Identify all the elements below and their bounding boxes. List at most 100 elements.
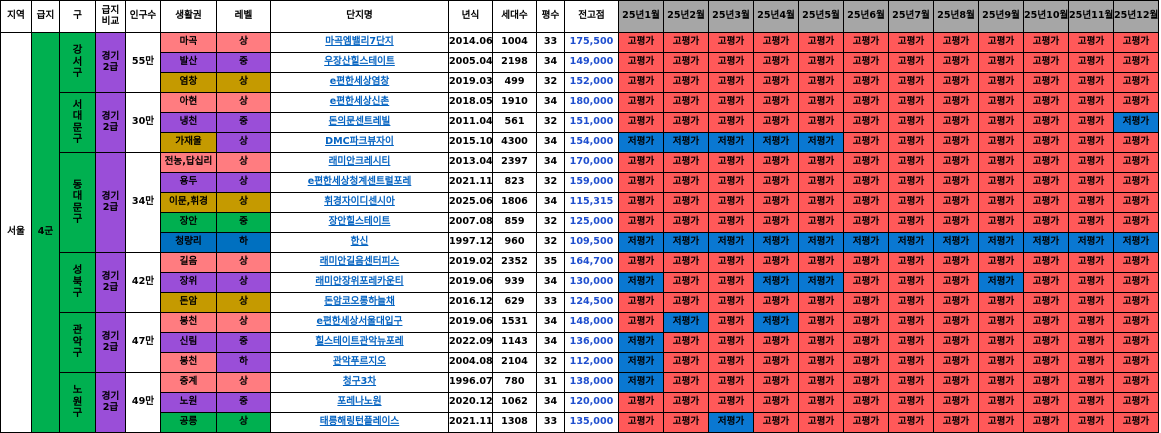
valuation-cell: 고평가 [888, 312, 934, 333]
complex-name-link[interactable]: e편한세상청계센트럴포레 [270, 172, 449, 193]
valuation-cell: 고평가 [663, 272, 709, 293]
grade-compare-cell: 경기 2급 [95, 32, 126, 93]
valuation-cell: 고평가 [798, 312, 844, 333]
built-year-cell: 2015.10 [448, 132, 493, 153]
complex-name-link[interactable]: 돈의문센트레빌 [270, 112, 449, 133]
life-zone-cell: 장안 [160, 212, 217, 233]
valuation-cell: 저평가 [798, 272, 844, 293]
valuation-cell: 저평가 [618, 232, 664, 253]
grade-compare-cell: 경기 2급 [95, 312, 126, 373]
valuation-cell: 고평가 [708, 112, 754, 133]
pyeong-cell: 34 [536, 272, 565, 293]
valuation-cell: 고평가 [843, 412, 889, 433]
table-row: 공릉 상 태릉해링턴플레이스 2021.11 1308 33 135,000 고평가 고평가 저평… [1, 412, 1159, 433]
valuation-cell: 저평가 [798, 232, 844, 253]
households-cell: 1531 [492, 312, 537, 333]
valuation-cell: 고평가 [933, 252, 979, 273]
valuation-cell: 고평가 [618, 212, 664, 233]
complex-name-link[interactable]: 포레나노원 [270, 392, 449, 413]
header-population: 인구수 [125, 0, 161, 33]
complex-name-link[interactable]: 힐스테이트관악뉴포레 [270, 332, 449, 353]
valuation-cell: 고평가 [663, 352, 709, 373]
valuation-cell: 고평가 [753, 172, 799, 193]
level-cell: 상 [216, 312, 271, 333]
pyeong-cell: 31 [536, 372, 565, 393]
valuation-cell: 고평가 [1113, 32, 1159, 53]
header-level: 레벨 [216, 0, 271, 33]
valuation-cell: 고평가 [1023, 212, 1069, 233]
households-cell: 2397 [492, 152, 537, 173]
valuation-cell: 고평가 [753, 212, 799, 233]
complex-name-link[interactable]: 태릉해링턴플레이스 [270, 412, 449, 433]
built-year-cell: 2018.05 [448, 92, 493, 113]
previous-peak-cell: 151,000 [564, 112, 619, 133]
complex-name-link[interactable]: 장안힐스테이트 [270, 212, 449, 233]
header-previous-peak: 전고점 [564, 0, 619, 33]
life-zone-cell: 공릉 [160, 412, 217, 433]
valuation-cell: 고평가 [843, 92, 889, 113]
complex-name-link[interactable]: 우장산힐스테이트 [270, 52, 449, 73]
pyeong-cell: 34 [536, 52, 565, 73]
valuation-cell: 고평가 [1023, 112, 1069, 133]
valuation-cell: 고평가 [753, 112, 799, 133]
complex-name-link[interactable]: 한신 [270, 232, 449, 253]
complex-name-link[interactable]: e편한세상신촌 [270, 92, 449, 113]
complex-name-link[interactable]: 래미안장위포레카운티 [270, 272, 449, 293]
complex-name-link[interactable]: 래미안크레시티 [270, 152, 449, 173]
valuation-cell: 고평가 [663, 372, 709, 393]
previous-peak-cell: 136,000 [564, 332, 619, 353]
valuation-cell: 고평가 [978, 312, 1024, 333]
valuation-cell: 저평가 [798, 132, 844, 153]
built-year-cell: 1997.12 [448, 232, 493, 253]
households-cell: 1004 [492, 32, 537, 53]
complex-name-link[interactable]: DMC파크뷰자이 [270, 132, 449, 153]
valuation-cell: 고평가 [888, 172, 934, 193]
level-cell: 상 [216, 32, 271, 53]
valuation-cell: 고평가 [753, 372, 799, 393]
life-zone-cell: 전농,답십리 [160, 152, 217, 173]
header-month: 25년12월 [1113, 0, 1159, 33]
valuation-cell: 고평가 [933, 332, 979, 353]
complex-name-link[interactable]: 청구3차 [270, 372, 449, 393]
valuation-cell: 고평가 [663, 152, 709, 173]
table-row: 염창 상 e편한세상염창 2019.03 499 32 152,000 고평가 고평가 고평가 고평… [1, 72, 1159, 93]
header-life-zone: 생활권 [160, 0, 217, 33]
complex-name-link[interactable]: 래미안길음센터피스 [270, 252, 449, 273]
life-zone-cell: 봉천 [160, 312, 217, 333]
valuation-cell: 고평가 [933, 132, 979, 153]
complex-name-link[interactable]: 관악푸르지오 [270, 352, 449, 373]
header-month: 25년6월 [843, 0, 889, 33]
complex-name-link[interactable]: 휘경자이디센시아 [270, 192, 449, 213]
valuation-cell: 고평가 [843, 152, 889, 173]
valuation-cell: 고평가 [1113, 272, 1159, 293]
level-cell: 상 [216, 72, 271, 93]
valuation-cell: 고평가 [1113, 392, 1159, 413]
pyeong-cell: 32 [536, 72, 565, 93]
previous-peak-cell: 148,000 [564, 312, 619, 333]
life-zone-cell: 마곡 [160, 32, 217, 53]
built-year-cell: 2011.04 [448, 112, 493, 133]
header-built-year: 년식 [448, 0, 493, 33]
life-zone-cell: 용두 [160, 172, 217, 193]
level-cell: 상 [216, 412, 271, 433]
valuation-cell: 고평가 [933, 112, 979, 133]
complex-name-link[interactable]: 마곡엠밸리7단지 [270, 32, 449, 53]
valuation-cell: 고평가 [663, 172, 709, 193]
table-row: 성 북 구 경기 2급 42만 길음 상 래미안길음센터피스 2019.02 2352 35 164,7… [1, 252, 1159, 313]
valuation-cell: 고평가 [978, 192, 1024, 213]
pyeong-cell: 34 [536, 92, 565, 113]
valuation-cell: 저평가 [618, 352, 664, 373]
complex-name-link[interactable]: e편한세상염창 [270, 72, 449, 93]
valuation-cell: 고평가 [1113, 92, 1159, 113]
built-year-cell: 2007.08 [448, 212, 493, 233]
valuation-cell: 고평가 [708, 392, 754, 413]
complex-name-link[interactable]: e편한세상서울대입구 [270, 312, 449, 333]
life-zone-cell: 염창 [160, 72, 217, 93]
valuation-cell: 저평가 [1068, 232, 1114, 253]
valuation-cell: 고평가 [843, 392, 889, 413]
valuation-cell: 고평가 [708, 52, 754, 73]
valuation-cell: 고평가 [753, 412, 799, 433]
complex-name-link[interactable]: 돈암코오롱하늘채 [270, 292, 449, 313]
table-row: 냉천 중 돈의문센트레빌 2011.04 561 32 151,000 고평가 고평가 고평가 고평… [1, 112, 1159, 133]
